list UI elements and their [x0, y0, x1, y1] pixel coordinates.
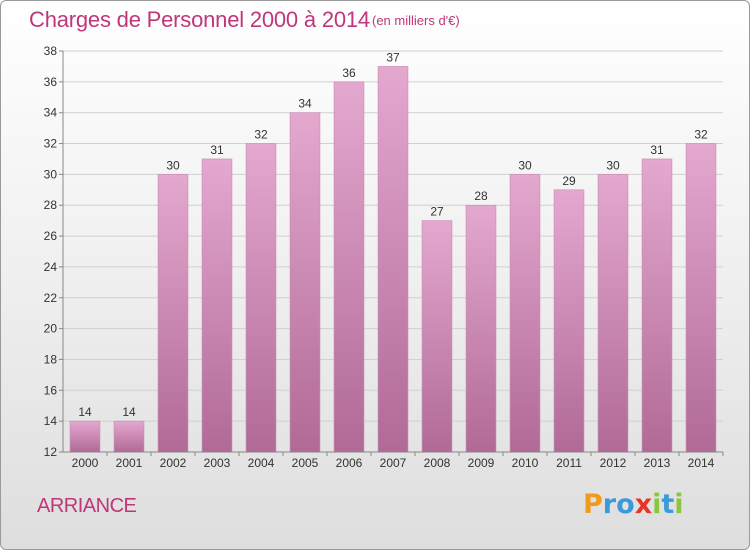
logo-letter: P	[583, 489, 603, 520]
bar-2014	[685, 143, 717, 453]
chart-title: Charges de Personnel 2000 à 2014	[29, 7, 370, 32]
x-tick-label-2003: 2003	[204, 456, 231, 470]
data-label-2001: 14	[122, 405, 136, 419]
bar-2006	[333, 81, 365, 453]
data-label-2004: 32	[254, 128, 268, 142]
x-tick-label-2005: 2005	[292, 456, 319, 470]
y-tick-label: 38	[44, 44, 58, 58]
bar-2011	[553, 189, 585, 453]
x-tick-label-2012: 2012	[600, 456, 627, 470]
logo-letter: o	[616, 489, 635, 520]
y-tick-label: 26	[44, 229, 58, 243]
x-tick-label-2008: 2008	[424, 456, 451, 470]
x-tick-label-2014: 2014	[688, 456, 715, 470]
bar-2002	[157, 174, 189, 453]
bar-2008	[421, 220, 453, 453]
x-tick-label-2004: 2004	[248, 456, 275, 470]
logo-letter: i	[652, 489, 662, 520]
bar-2003	[201, 158, 233, 453]
axes: 12 14 16 18 20 22 24 26 28 30 32 34 36 38 2000 2001 2002…	[44, 44, 724, 470]
bar-2013	[641, 158, 673, 453]
y-tick-label: 18	[44, 352, 58, 366]
data-label-2000: 14	[78, 405, 92, 419]
data-label-2007: 37	[386, 50, 400, 64]
x-tick-label-2000: 2000	[72, 456, 99, 470]
bar-2009	[465, 204, 497, 453]
bar-2005	[289, 112, 321, 453]
x-tick-label-2009: 2009	[468, 456, 495, 470]
bar-2012	[597, 174, 629, 453]
x-tick-label-2007: 2007	[380, 456, 407, 470]
x-tick-label-2002: 2002	[160, 456, 187, 470]
bar-2001	[113, 420, 145, 453]
y-tick-label: 34	[44, 106, 58, 120]
y-tick-label: 30	[44, 167, 58, 181]
logo-letter: r	[602, 489, 617, 520]
y-tick-label: 24	[44, 260, 58, 274]
bar-2010	[509, 174, 541, 453]
y-tick-label: 16	[44, 383, 58, 397]
bar-2004	[245, 143, 277, 453]
x-tick-label-2001: 2001	[116, 456, 143, 470]
logo-letter: x	[634, 489, 653, 520]
bar-2000	[69, 420, 101, 453]
y-tick-label: 20	[44, 322, 58, 336]
commune-name: ARRIANCE	[37, 495, 137, 517]
logo-letter: i	[674, 489, 684, 520]
data-label-2011: 29	[562, 174, 576, 188]
data-label-2005: 34	[298, 97, 312, 111]
data-label-2008: 27	[430, 205, 444, 219]
y-tick-label: 32	[44, 137, 58, 151]
x-tick-label-2013: 2013	[644, 456, 671, 470]
data-label-2012: 30	[606, 158, 620, 172]
logo-letter: t	[661, 489, 675, 520]
data-label-2002: 30	[166, 158, 180, 172]
y-tick-label: 28	[44, 198, 58, 212]
data-label-2010: 30	[518, 158, 532, 172]
x-tick-label-2006: 2006	[336, 456, 363, 470]
x-tick-label-2011: 2011	[556, 456, 582, 470]
y-tick-label: 36	[44, 75, 58, 89]
y-tick-label: 12	[44, 445, 58, 459]
y-tick-label: 22	[44, 291, 58, 305]
data-labels: 14 14 30 31 32 34 36 37 27 28 30 29 30 31 32	[78, 50, 708, 419]
data-label-2013: 31	[650, 143, 664, 157]
x-tick-label-2010: 2010	[512, 456, 539, 470]
chart-subtitle: (en milliers d'€)	[372, 13, 460, 28]
data-label-2003: 31	[210, 143, 224, 157]
data-label-2014: 32	[694, 128, 708, 142]
bar-2007	[377, 66, 409, 453]
proxiti-logo[interactable]: Proxiti	[583, 489, 684, 520]
bars	[69, 66, 717, 453]
data-label-2009: 28	[474, 189, 488, 203]
data-label-2006: 36	[342, 66, 356, 80]
y-tick-label: 14	[44, 414, 58, 428]
